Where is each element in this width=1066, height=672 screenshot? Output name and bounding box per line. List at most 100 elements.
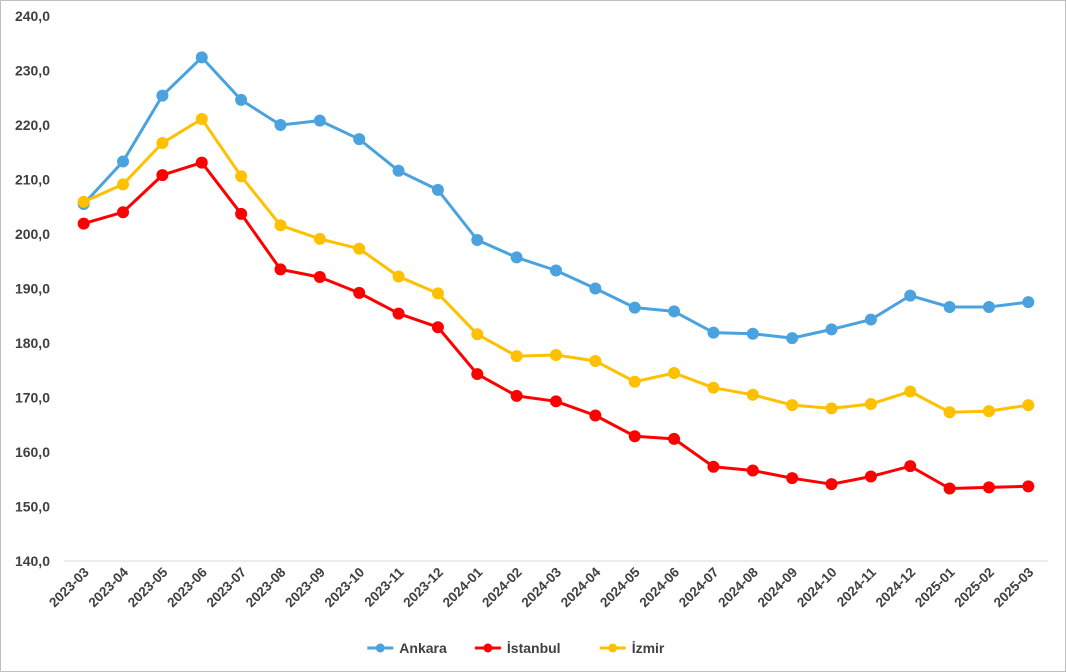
x-tick-label: 2023-11 [362,564,407,609]
x-tick-label: 2024-08 [715,564,761,610]
data-point [943,482,956,495]
data-point [982,405,995,418]
x-tick-label: 2023-08 [243,564,289,610]
data-point [431,321,444,334]
legend-label: Ankara [399,640,447,656]
y-tick-label: 170,0 [15,390,50,406]
data-point [746,327,759,340]
x-tick-label: 2025-01 [912,564,958,610]
x-tick-label: 2023-04 [86,564,132,610]
data-point [786,472,799,485]
data-point [77,217,90,230]
data-point [274,263,287,276]
series-0 [77,51,1035,345]
data-point [274,119,287,131]
data-point [550,348,562,361]
data-point [786,399,799,412]
data-point [589,409,602,422]
data-point [786,332,799,345]
data-point [235,93,248,106]
y-tick-label: 200,0 [15,226,50,242]
data-point [353,286,366,299]
x-tick-label: 2025-03 [991,564,1037,610]
y-tick-label: 190,0 [15,281,50,297]
data-point [510,251,523,264]
data-point [156,136,169,149]
data-point [589,354,602,367]
data-point [746,388,759,401]
data-point [707,460,720,473]
y-tick-label: 220,0 [15,117,50,133]
x-tick-label: 2024-04 [558,564,604,610]
data-point [668,305,681,318]
data-point [510,389,523,402]
x-tick-label: 2023-03 [46,564,92,610]
series-line [82,55,1029,340]
data-point [235,207,248,220]
data-point [707,326,720,339]
data-point [982,481,995,494]
series-layer [77,51,1035,495]
series-line [83,161,1029,490]
x-tick-label: 2023-06 [164,564,210,610]
data-point [746,464,759,477]
data-point [117,178,130,191]
y-tick-label: 150,0 [15,499,50,515]
data-point [195,156,208,169]
data-point [392,164,405,177]
legend-marker [608,643,618,653]
data-point [550,264,562,277]
y-tick-label: 230,0 [15,63,50,79]
data-point [825,323,838,336]
x-tick-label: 2024-09 [755,565,801,611]
legend-item-2: İzmir [599,640,665,656]
data-point [864,398,877,411]
data-point [904,385,917,398]
y-tick-label: 160,0 [15,444,50,460]
data-point [628,301,641,314]
legend: Ankara İstanbul İzmir [367,640,665,656]
data-point [707,381,720,394]
data-point [1022,399,1035,412]
data-point [510,350,523,363]
data-point [668,366,681,379]
data-point [117,155,130,168]
data-point [313,114,326,127]
data-point [431,287,444,300]
x-tick-label: 2024-10 [794,565,840,611]
data-point [274,219,287,232]
legend-label: İstanbul [507,640,561,656]
data-point [904,289,917,302]
data-point [195,113,208,126]
data-point [117,206,130,219]
legend-item-0: Ankara [367,640,447,656]
legend-marker [483,643,493,653]
y-tick-label: 240,0 [15,8,50,24]
data-point [471,233,484,246]
x-tick-label: 2023-10 [322,565,368,611]
data-point [313,232,326,245]
data-point [943,301,956,314]
data-point [471,328,484,341]
x-tick-label: 2023-12 [400,565,446,611]
data-point [471,368,484,381]
x-tick-label: 2024-06 [637,564,683,610]
x-tick-label: 2025-02 [951,565,997,611]
data-point [77,195,90,208]
data-point [550,395,562,408]
data-point [392,307,405,320]
legend-label: İzmir [632,640,665,656]
data-point [628,375,641,388]
legend-item-1: İstanbul [474,640,561,656]
data-point [353,133,366,146]
series-2 [77,113,1035,419]
data-point [982,301,995,314]
series-1 [77,156,1035,495]
x-tick-label: 2023-05 [125,564,171,610]
data-point [156,169,169,182]
data-point [392,270,405,283]
data-point [1022,480,1035,493]
y-tick-label: 140,0 [15,553,50,569]
